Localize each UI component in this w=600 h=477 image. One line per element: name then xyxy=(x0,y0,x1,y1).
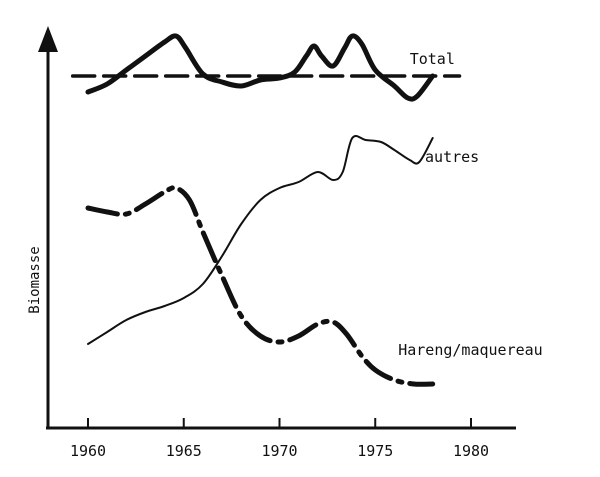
series-line-autres xyxy=(87,134,434,345)
x-tick-label-1975: 1975 xyxy=(357,442,393,460)
series-label-hareng-maquereau: Hareng/maquereau xyxy=(398,341,542,359)
series-labels: Total autres Hareng/maquereau xyxy=(398,50,542,359)
y-axis-title: Biomasse xyxy=(27,246,43,313)
series-label-autres: autres xyxy=(425,148,479,166)
x-tick-label-1980: 1980 xyxy=(453,442,489,460)
x-tick-label-1960: 1960 xyxy=(70,442,106,460)
x-ticks: 1960 1965 1970 1975 1980 xyxy=(70,418,489,460)
series-line-hareng-maquereau xyxy=(85,185,436,387)
series-line-total xyxy=(85,33,436,102)
x-tick-label-1970: 1970 xyxy=(261,442,297,460)
plot-area: 1960 1965 1970 1975 1980 Total autres Hareng/m… xyxy=(27,26,543,460)
x-tick-label-1965: 1965 xyxy=(166,442,202,460)
series-lines xyxy=(70,33,462,387)
series-label-total: Total xyxy=(410,50,455,68)
y-axis-arrow-icon xyxy=(38,26,58,52)
